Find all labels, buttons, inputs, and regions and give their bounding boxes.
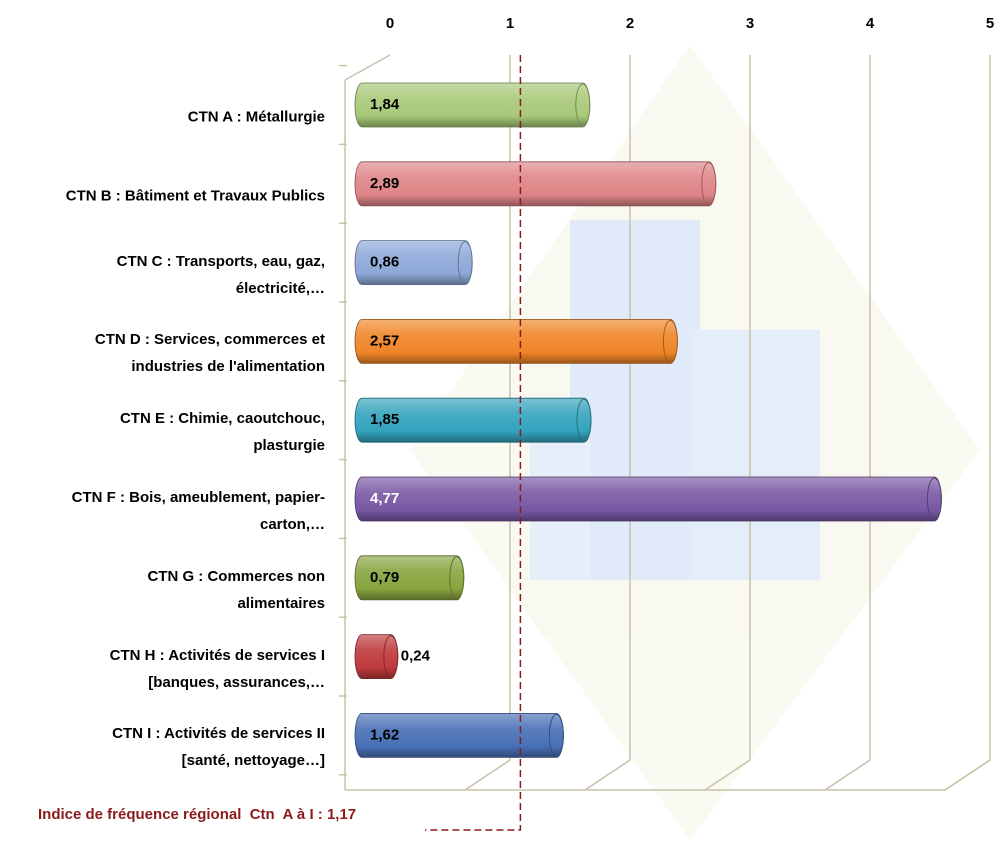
grid-line [464, 55, 511, 791]
x-tick-label: 0 [386, 15, 394, 32]
bar-cap [926, 477, 942, 521]
value-label: 2,89 [370, 175, 399, 192]
value-label: 4,77 [370, 490, 399, 507]
reference-line [425, 55, 522, 831]
category-label: CTN G : Commerces non alimentaires [147, 567, 325, 612]
category-label: CTN H : Activités de services I [banques… [109, 646, 325, 691]
grid-line [944, 55, 991, 791]
bar-cap [449, 556, 465, 600]
value-label: 1,62 [370, 726, 399, 743]
category-label: CTN A : Métallurgie [187, 108, 325, 126]
category-label: CTN I : Activités de services II [santé,… [112, 725, 325, 770]
x-tick-label: 5 [986, 15, 994, 32]
bar [354, 634, 399, 679]
x-tick-label: 4 [866, 15, 875, 32]
grid-line [704, 55, 751, 791]
reference-label: Indice de fréquence régional Ctn A à I :… [38, 806, 357, 823]
category-label: CTN E : Chimie, caoutchouc, plasturgie [119, 410, 325, 455]
bar [354, 161, 717, 207]
bar-cap [662, 319, 678, 363]
value-label: 0,86 [370, 254, 399, 271]
grid-line [584, 55, 631, 791]
value-label: 1,85 [370, 411, 399, 428]
x-tick-label: 1 [506, 15, 514, 32]
x-tick-label: 2 [626, 15, 634, 32]
grid-line [824, 55, 871, 791]
category-label: CTN F : Bois, ameublement, papier- carto… [71, 489, 325, 533]
bar [354, 319, 678, 364]
category-label: CTN C : Transports, eau, gaz, électricit… [116, 252, 325, 297]
value-label: 2,57 [370, 332, 399, 349]
value-label: 0,79 [370, 569, 399, 586]
watermark [410, 45, 980, 840]
bar [354, 476, 942, 522]
bar-cap [575, 83, 591, 127]
value-label: 0,24 [401, 648, 431, 665]
category-label: CTN B : Bâtiment et Travaux Publics [65, 187, 325, 205]
bar-cap [383, 635, 399, 679]
bar-cap [457, 241, 473, 285]
category-label: CTN D : Services, commerces et industrie… [94, 331, 325, 376]
bar-cap [548, 713, 564, 757]
x-tick-label: 3 [746, 15, 754, 32]
value-label: 1,84 [370, 96, 400, 113]
bar-cap [701, 162, 717, 206]
bar-cap [576, 398, 592, 442]
